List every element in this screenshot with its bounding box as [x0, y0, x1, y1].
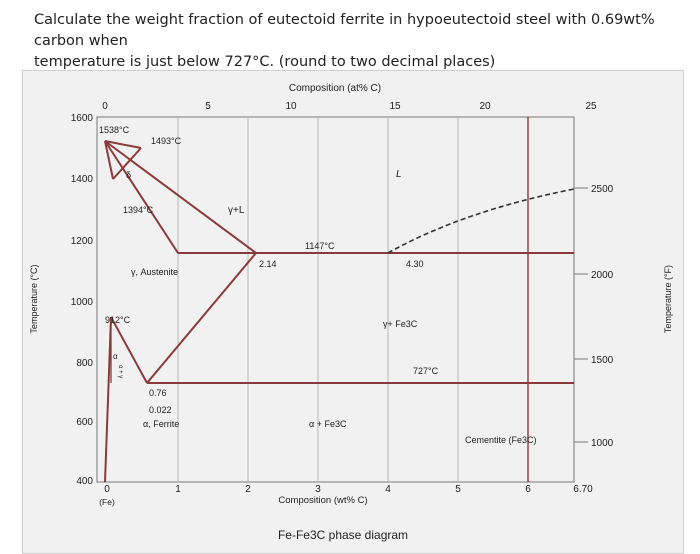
question-line-2: temperature is just below 727°C. (round … [34, 54, 496, 70]
top-axis-ticks: 0 5 10 15 20 25 [102, 101, 597, 112]
solvus-acm-line [146, 252, 257, 384]
label-1493: 1493°C [151, 136, 182, 146]
top-tick-5: 5 [205, 101, 211, 112]
label-liquid: L [396, 169, 402, 180]
top-axis-label: Composition (at% C) [289, 83, 381, 94]
left-axis-ticks: 1600 1400 1200 1000 800 600 400 [71, 113, 94, 487]
left-axis-label: Temperature (°C) [29, 264, 39, 333]
bottom-tick-1: 1 [175, 484, 181, 495]
bottom-axis-ticks: 0 1 2 3 4 5 6 6.70 [104, 484, 593, 495]
bottom-axis-label: Composition (wt% C) [278, 495, 367, 506]
label-alpha: α [113, 352, 118, 361]
diagram-caption: Fe-Fe3C phase diagram [278, 528, 408, 542]
diagram-annotations: 1538°C 1493°C δ 1394°C γ+L L 1147°C 2.14… [99, 125, 537, 445]
label-1538: 1538°C [99, 125, 130, 135]
right-axis-label: Temperature (°F) [663, 265, 673, 333]
label-cementite: Cementite (Fe3C) [465, 435, 537, 445]
solidus-line [104, 140, 179, 254]
question-line-1: Calculate the weight fraction of eutecto… [34, 12, 655, 49]
label-delta: δ [126, 170, 131, 180]
bottom-tick-4: 4 [385, 484, 391, 495]
label-ferrite: α, Ferrite [143, 419, 179, 429]
plot-frame [96, 116, 575, 483]
left-tick-1200: 1200 [71, 236, 94, 247]
bottom-tick-5: 5 [455, 484, 461, 495]
bottom-tick-3: 3 [315, 484, 321, 495]
ferrite-solvus [104, 316, 112, 483]
question-text: Calculate the weight fraction of eutecto… [34, 10, 684, 73]
delta-boundary-1 [104, 140, 142, 149]
left-tick-1000: 1000 [71, 297, 94, 308]
right-tick-1000: 1000 [591, 438, 614, 449]
dashed-liquidus [387, 188, 575, 254]
label-0022: 0.022 [149, 405, 172, 415]
bottom-tick-2: 2 [245, 484, 251, 495]
label-1147: 1147°C [305, 241, 335, 251]
label-austenite: γ, Austenite [131, 267, 178, 277]
label-alpha-gamma: α + γ [117, 365, 123, 378]
right-tick-1500: 1500 [591, 355, 614, 366]
bottom-tick-6: 6 [525, 484, 531, 495]
left-tick-1400: 1400 [71, 174, 94, 185]
right-tick-2000: 2000 [591, 270, 614, 281]
label-727: 727°C [413, 366, 439, 376]
delta-boundary-3 [112, 147, 142, 180]
top-tick-10: 10 [285, 101, 297, 112]
left-tick-1600: 1600 [71, 113, 94, 124]
bottom-tick-670: 6.70 [573, 484, 593, 495]
left-tick-400: 400 [76, 476, 93, 487]
right-tick-2500: 2500 [591, 184, 614, 195]
phase-diagram-svg: Composition (at% C) 0 5 10 15 20 25 Temp… [29, 83, 673, 542]
vertical-grid [177, 117, 529, 482]
label-gamma-cementite: γ+ Fe3C [383, 319, 418, 329]
label-076: 0.76 [149, 388, 167, 398]
top-tick-20: 20 [479, 101, 491, 112]
a3-line [110, 316, 148, 384]
bottom-origin-note: (Fe) [99, 497, 115, 507]
left-tick-600: 600 [76, 417, 93, 428]
liquidus-line [104, 140, 257, 254]
label-alpha-cementite: α + Fe3C [309, 419, 347, 429]
phase-diagram-image: Composition (at% C) 0 5 10 15 20 25 Temp… [22, 70, 684, 554]
label-214: 2.14 [259, 259, 277, 269]
label-gamma-liquid: γ+L [228, 205, 245, 216]
top-tick-0: 0 [102, 101, 108, 112]
right-axis-ticks: 2500 2000 1500 1000 [574, 184, 614, 449]
label-912: 912°C [105, 315, 131, 325]
label-430: 4.30 [406, 259, 424, 269]
label-1394: 1394°C [123, 205, 154, 215]
top-tick-15: 15 [389, 101, 401, 112]
top-tick-25: 25 [585, 101, 597, 112]
delta-boundary-2 [104, 140, 114, 180]
left-tick-800: 800 [76, 358, 93, 369]
phase-boundaries [104, 117, 574, 483]
bottom-tick-0: 0 [104, 484, 110, 495]
